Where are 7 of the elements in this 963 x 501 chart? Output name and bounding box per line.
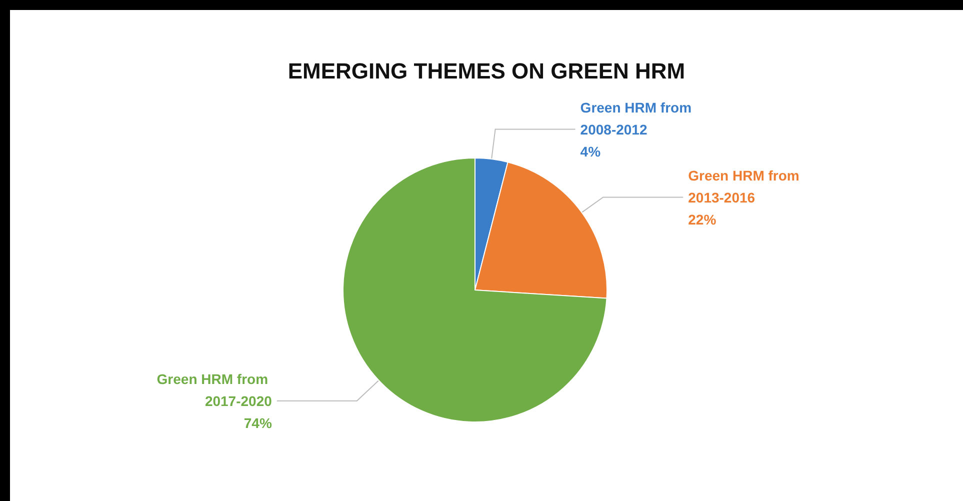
data-label: 22% bbox=[688, 211, 717, 228]
slice-label: Green HRM from 2017-2020 bbox=[156, 370, 272, 409]
data-label: 4% bbox=[580, 143, 602, 160]
slice-label: Green HRM from 2013-2016 bbox=[688, 167, 804, 206]
slice-label: Green HRM from 2008-2012 bbox=[580, 99, 696, 138]
data-label: 74% bbox=[244, 414, 272, 431]
chart-title: EMERGING THEMES ON GREEN HRM bbox=[288, 58, 686, 84]
